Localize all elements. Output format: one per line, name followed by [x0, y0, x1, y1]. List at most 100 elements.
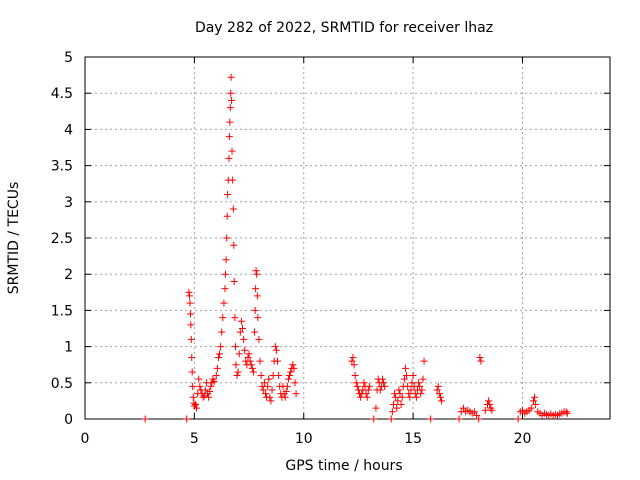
data-point — [217, 343, 225, 351]
data-point — [185, 288, 193, 296]
data-point — [226, 104, 234, 112]
data-point — [189, 382, 197, 390]
data-point — [488, 406, 496, 414]
x-axis-label: GPS time / hours — [285, 458, 402, 474]
data-point — [230, 277, 238, 285]
data-point — [187, 321, 195, 329]
y-axis-label: SRMTID / TECUs — [6, 182, 22, 295]
data-point — [271, 343, 279, 351]
data-point — [257, 372, 265, 380]
data-point — [420, 357, 428, 365]
data-point — [398, 393, 406, 401]
data-point — [563, 409, 571, 417]
data-point — [436, 393, 444, 401]
data-point — [419, 375, 427, 383]
data-point — [232, 361, 240, 369]
data-point — [562, 408, 570, 416]
data-point — [228, 96, 236, 104]
data-point — [292, 390, 300, 398]
data-point — [233, 372, 241, 380]
data-point — [188, 353, 196, 361]
data-point — [210, 377, 218, 385]
y-tick-label: 0 — [64, 412, 73, 428]
data-point — [531, 393, 539, 401]
data-point — [412, 393, 420, 401]
x-tick-label: 20 — [514, 431, 532, 447]
data-point — [351, 372, 359, 380]
data-point — [349, 353, 357, 361]
data-point — [283, 382, 291, 390]
data-point — [364, 386, 372, 394]
data-point — [532, 401, 540, 409]
y-tick-label: 1 — [64, 340, 73, 356]
data-point — [239, 325, 246, 332]
data-point — [395, 386, 403, 394]
data-point — [196, 382, 204, 390]
data-point — [229, 176, 237, 184]
axis-ticks — [84, 56, 610, 420]
data-point — [195, 375, 203, 383]
x-tick-label: 0 — [81, 431, 90, 447]
data-point — [380, 379, 388, 387]
data-point — [216, 350, 224, 358]
y-tick-label: 4 — [64, 122, 73, 138]
data-point — [141, 415, 149, 423]
data-point — [352, 379, 360, 387]
data-point — [476, 353, 484, 361]
data-point — [282, 387, 290, 395]
data-point — [416, 382, 424, 390]
data-point — [396, 390, 404, 398]
data-point — [246, 357, 254, 365]
data-point — [218, 328, 226, 336]
y-tick-label: 4.5 — [51, 86, 73, 102]
y-tick-label: 0.5 — [51, 376, 73, 392]
data-point — [272, 346, 280, 354]
y-tick-label: 2.5 — [51, 231, 73, 247]
data-point — [223, 234, 231, 242]
data-point — [227, 73, 235, 81]
data-point — [207, 382, 215, 390]
data-point — [252, 285, 260, 293]
data-point — [427, 415, 435, 423]
data-point — [225, 133, 233, 141]
data-point — [475, 415, 483, 423]
data-point — [394, 397, 402, 405]
data-series-srmtid — [141, 73, 571, 423]
data-point — [406, 393, 414, 401]
data-point — [235, 350, 243, 358]
y-tick-label: 5 — [64, 50, 73, 66]
data-point — [405, 390, 413, 398]
data-point — [244, 353, 252, 361]
x-tick-label: 5 — [190, 431, 199, 447]
data-point — [227, 89, 235, 97]
data-point — [360, 379, 368, 387]
data-point — [353, 382, 361, 390]
data-point — [265, 375, 273, 383]
data-point — [255, 335, 263, 343]
data-point — [435, 390, 443, 398]
data-point — [237, 317, 245, 325]
x-tick-label: 10 — [295, 431, 313, 447]
data-point — [252, 267, 260, 275]
chart-title: Day 282 of 2022, SRMTID for receiver lha… — [195, 20, 493, 36]
data-point — [477, 357, 485, 365]
data-point — [393, 404, 401, 412]
data-point — [213, 364, 221, 372]
data-point — [362, 390, 370, 398]
data-point — [221, 270, 229, 278]
data-point — [348, 357, 356, 365]
data-point — [363, 393, 371, 401]
data-point — [188, 368, 196, 376]
data-point — [232, 343, 239, 351]
data-point — [186, 299, 194, 307]
data-point — [397, 401, 405, 409]
data-point — [253, 292, 261, 300]
data-point — [370, 415, 378, 423]
data-point — [527, 404, 535, 412]
data-point — [486, 401, 494, 409]
data-point — [214, 353, 222, 361]
x-tick-label: 15 — [404, 431, 422, 447]
data-point — [514, 415, 522, 423]
data-point — [409, 372, 417, 380]
